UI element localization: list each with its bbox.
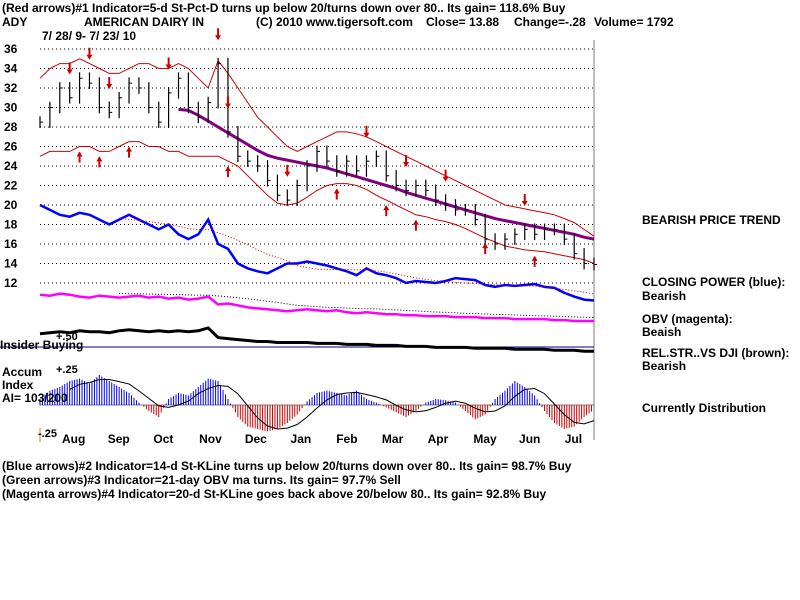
lower-band-line [39,141,595,264]
accum-label: Accum [2,365,43,379]
y-axis-ticks: 36 34 32 30 28 26 24 22 20 18 16 14 12 [4,42,18,290]
plus-50-label: +.50 [56,331,78,343]
date-range: 7/ 28/ 9- 7/ 23/ 10 [42,29,137,43]
ticker-symbol: ADY [2,15,28,29]
buy-arrow-head [224,166,231,172]
sell-arrow-head [224,103,231,109]
buy-arrow-head [531,255,538,261]
x-month-label: May [473,432,497,446]
obv-label: OBV (magenta): [642,312,733,326]
x-month-label: Nov [199,432,222,446]
x-month-label: Feb [336,432,357,446]
y-tick-label: 16 [4,237,18,251]
sell-arrow-head [363,132,370,138]
price-bars [39,57,597,271]
sell-arrow-head [442,176,449,182]
y-tick-label: 32 [4,81,18,95]
rel-strength-label: REL.STR..VS DJI (brown): [642,346,790,360]
upper-band-line [39,58,595,237]
x-month-label: Apr [428,432,449,446]
y-tick-label: 24 [4,159,18,173]
sell-arrow-head [66,69,73,75]
indicator-4-line: (Magenta arrows)#4 Indicator=20-d St-KLi… [2,487,547,501]
y-tick-label: 36 [4,42,18,56]
x-month-label: Sep [108,432,130,446]
indicator-1-line: (Red arrows)#1 Indicator=5-d St-Pct-D tu… [2,1,566,15]
indicator-2-line: (Blue arrows)#2 Indicator=14-d St-KLine … [2,459,572,473]
buy-arrow-head [383,205,390,211]
rel-strength-status: Bearish [642,359,687,373]
buy-arrow-head [76,151,83,157]
buy-arrow-head [126,146,133,152]
obv-line [39,292,595,323]
index-label: Index [2,378,34,392]
x-month-label: Jun [519,432,540,446]
x-month-label: Aug [62,432,85,446]
y-tick-label: 14 [4,257,18,271]
y-tick-label: 30 [4,101,18,115]
sell-arrow-head [106,84,113,89]
insider-buying-label: Insider Buying [0,338,84,352]
closing-power-line [39,203,595,302]
rel-strength-line [39,326,594,353]
sell-arrow-head [284,171,291,177]
company-name: AMERICAN DAIRY IN [84,15,205,29]
accum-index-bars [39,375,595,432]
sell-arrow-head [403,162,410,167]
rel-strength-line [39,326,594,353]
indicator-3-line: (Green arrows)#3 Indicator=21-day OBV ma… [2,473,401,487]
obv-ma-line [119,293,595,318]
x-axis-months: Aug Sep Oct Nov Dec Jan Feb Mar Apr May Jun Jul [39,428,582,446]
buy-arrow-head [333,188,340,194]
buy-arrow-head [96,156,103,162]
buy-arrow-head [482,243,489,249]
closing-power-ma-line [119,217,595,295]
closing-power-status: Bearish [642,289,687,303]
sell-arrow-head [86,54,93,60]
obv-status: Beaish [642,325,682,339]
plus-25-label: +.25 [56,364,78,376]
y-tick-label: 18 [4,218,18,232]
buy-arrow-head [412,219,419,225]
x-month-label: Oct [153,432,173,446]
minus-25-label: -.25 [38,428,57,440]
y-tick-label: 28 [4,120,18,134]
volume-value: Volume= 1792 [594,15,674,29]
y-tick-label: 34 [4,62,18,76]
close-value: Close= 13.88 [426,15,500,29]
x-month-label: Jan [291,432,312,446]
accum-ma-line [69,379,595,430]
y-tick-label: 26 [4,140,18,154]
closing-power-line [39,203,595,302]
sell-arrow-head [165,64,172,70]
distribution-status: Currently Distribution [642,401,767,415]
price-bands [39,58,595,264]
closing-power-label: CLOSING POWER (blue): [642,275,786,289]
obv-line [39,292,594,323]
x-month-label: Dec [245,432,267,446]
price-trend-label: BEARISH PRICE TREND [642,213,781,227]
y-tick-label: 12 [4,276,18,290]
change-value: Change=-.28 [514,15,586,29]
x-month-label: Mar [382,432,404,446]
signal-arrows [66,28,538,267]
copyright-text: (C) 2010 www.tigersoft.com [256,15,413,29]
sell-arrow-head [215,35,222,41]
y-tick-label: 20 [4,198,18,212]
sell-arrow-head [521,201,528,206]
ai-value: AI= 103/200 [2,391,68,405]
x-month-label: Jul [565,432,582,446]
y-tick-label: 22 [4,179,18,193]
